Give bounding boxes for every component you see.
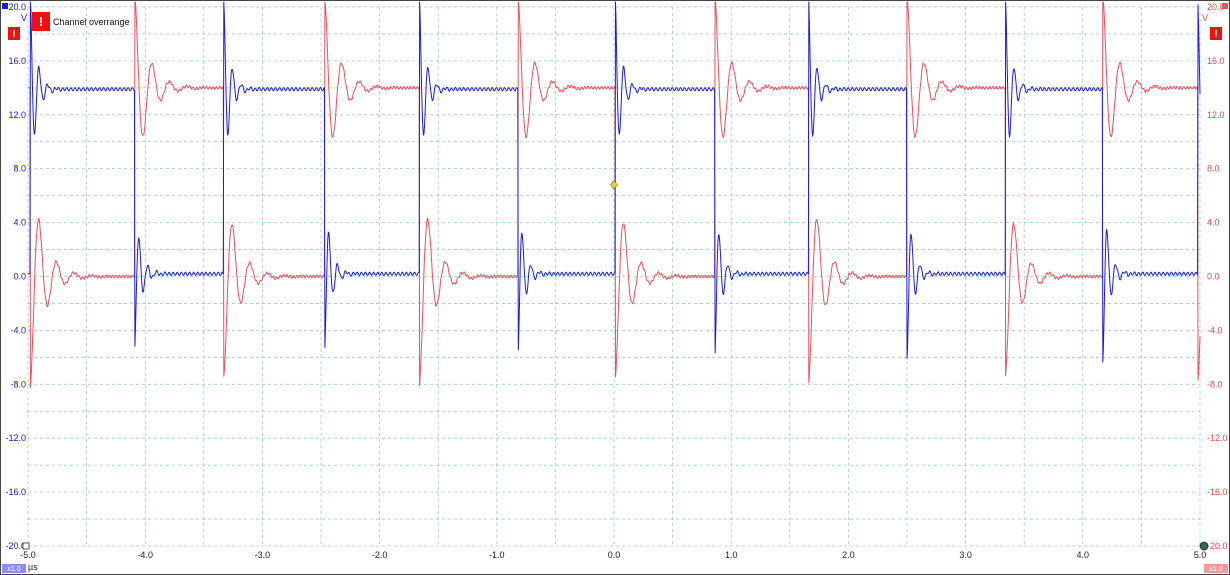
- time-tick-label: -5.0: [20, 550, 36, 560]
- channel-b-tick-label: -20.0: [1207, 541, 1228, 551]
- channel-a-tick-label: -16.0: [5, 487, 26, 497]
- warning-icon: [32, 12, 50, 31]
- channel-a-axis: 20.0 16.0 12.0 8.0 4.0 0.0 -4.0 -8.0 -12.0 -16.0 -…: [5, 2, 26, 551]
- channel-b-unit-label: V: [1202, 13, 1208, 23]
- time-tick-label: 1.0: [725, 550, 738, 560]
- channel-b-tick-label: -16.0: [1207, 487, 1228, 497]
- time-tick-label: 2.0: [842, 550, 855, 560]
- zoom-origin-icon[interactable]: [22, 542, 30, 550]
- time-tick-label: 5.0: [1194, 550, 1207, 560]
- scale-badge-a: [2, 564, 26, 573]
- trace-area: [28, 1, 1201, 388]
- channel-a-tick-label: 16.0: [8, 56, 26, 66]
- overrange-b-glyph: !: [1214, 29, 1217, 40]
- channel-a-tick-label: 4.0: [13, 218, 26, 228]
- channel-a-tick-label: -20.0: [5, 541, 26, 551]
- scale-badge-a-text: x1.0: [7, 566, 20, 573]
- warning-text: Channel overrange: [53, 17, 130, 27]
- channel-a-tick-label: 0.0: [13, 272, 26, 282]
- time-axis: -5.0 -4.0 -3.0 -2.0 -1.0 0.0 1.0 2.0 3.0 4.0 5.0: [20, 550, 1206, 560]
- time-tick-label: -1.0: [489, 550, 505, 560]
- scale-badge-b-text: x1.0: [1209, 566, 1222, 573]
- channel-b-tick-label: 0.0: [1207, 272, 1220, 282]
- channel-a-trace: [28, 1, 1201, 363]
- channel-a-scale-badge[interactable]: x1.0: [2, 564, 26, 573]
- time-tick-label: -4.0: [137, 550, 153, 560]
- channel-a-overrange-indicator[interactable]: !: [8, 27, 20, 40]
- overrange-a-glyph: !: [12, 29, 15, 40]
- channel-b-tick-label: 16.0: [1207, 56, 1225, 66]
- channel-a-tick-label: -4.0: [10, 325, 26, 335]
- channel-b-tick-label: 12.0: [1207, 110, 1225, 120]
- time-tick-label: 0.0: [608, 550, 621, 560]
- channel-a-tick-label: 12.0: [8, 110, 26, 120]
- channel-a-unit-label: V: [21, 13, 27, 23]
- channel-b-tick-label: 8.0: [1207, 164, 1220, 174]
- time-tick-label: -2.0: [372, 550, 388, 560]
- channel-b-tick-label: -8.0: [1207, 379, 1223, 389]
- time-tick-label: 4.0: [1077, 550, 1090, 560]
- trigger-marker-icon[interactable]: [610, 180, 618, 190]
- channel-a-tick-label: 20.0: [8, 2, 26, 12]
- channel-b-tick-label: 4.0: [1207, 218, 1220, 228]
- channel-b-tick-label: -4.0: [1207, 325, 1223, 335]
- time-tick-label: 3.0: [959, 550, 972, 560]
- channel-b-axis: 20.0 16.0 12.0 8.0 4.0 0.0 -4.0 -8.0 -12.0 -16.0 -…: [1207, 2, 1228, 551]
- overrange-b-icon: [1210, 27, 1222, 40]
- channel-overrange-warning[interactable]: ! Channel overrange: [32, 12, 130, 31]
- channel-b-scale-badge[interactable]: x1.0: [1204, 564, 1228, 573]
- time-tick-label: -3.0: [255, 550, 271, 560]
- time-unit-label: µs: [28, 562, 38, 572]
- channel-b-tick-label: 20.0: [1207, 2, 1225, 12]
- warning-icon-glyph: !: [39, 14, 43, 29]
- channel-a-marker[interactable]: [2, 3, 8, 9]
- channel-b-overrange-indicator[interactable]: !: [1210, 27, 1222, 40]
- scale-badge-b: [1204, 564, 1228, 573]
- overrange-a-icon: [8, 27, 20, 40]
- channel-b-marker[interactable]: [1222, 3, 1228, 9]
- channel-a-tick-label: 8.0: [13, 164, 26, 174]
- channel-b-tick-label: -12.0: [1207, 433, 1228, 443]
- channel-a-tick-label: -8.0: [10, 379, 26, 389]
- channel-a-tick-label: -12.0: [5, 433, 26, 443]
- ruler-handle-icon[interactable]: [1199, 541, 1209, 551]
